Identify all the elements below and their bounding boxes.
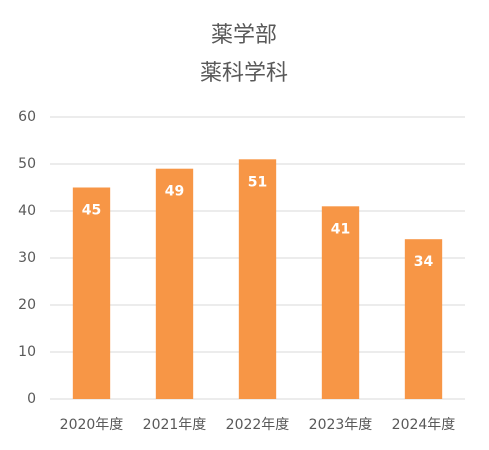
bar [404, 239, 443, 399]
chart-subtitle: 薬科学科 [200, 61, 288, 86]
y-tick-label: 0 [27, 391, 36, 407]
bar [238, 159, 277, 399]
data-label: 45 [82, 203, 101, 219]
data-label: 34 [414, 254, 434, 270]
data-label: 51 [248, 174, 267, 190]
x-tick-label: 2021年度 [143, 417, 207, 433]
data-label: 41 [331, 221, 350, 237]
x-tick-label: 2024年度 [392, 417, 456, 433]
x-tick-label: 2022年度 [226, 417, 290, 433]
y-tick-label: 40 [18, 203, 36, 219]
chart-title: 薬学部 [211, 23, 277, 48]
bar [155, 168, 194, 399]
y-tick-label: 60 [18, 109, 36, 125]
data-label: 49 [165, 184, 184, 200]
y-tick-label: 50 [18, 156, 36, 172]
y-tick-label: 30 [18, 250, 36, 266]
x-tick-label: 2023年度 [309, 417, 373, 433]
x-tick-label: 2020年度 [60, 417, 124, 433]
bar [321, 206, 360, 399]
y-tick-label: 20 [18, 297, 36, 313]
bar [72, 187, 111, 399]
y-tick-label: 10 [18, 344, 36, 360]
